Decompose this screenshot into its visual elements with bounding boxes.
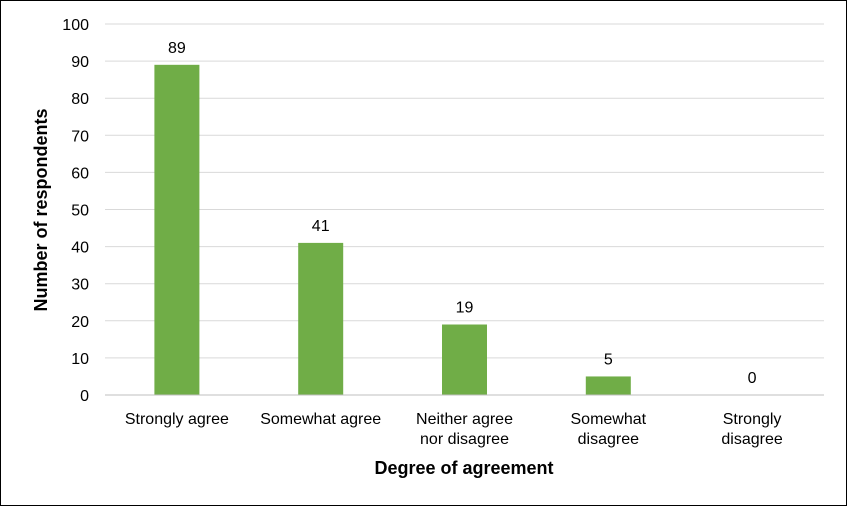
y-tick-label: 40 (71, 240, 89, 257)
data-label: 0 (748, 370, 757, 387)
y-tick-label: 60 (71, 165, 89, 182)
gridlines (105, 23, 824, 359)
x-tick-label: Strongly agree (125, 411, 229, 428)
bar (298, 242, 344, 395)
data-labels: 89 41 19 5 0 (168, 40, 757, 387)
y-tick-label: 80 (71, 91, 89, 108)
x-axis-title: Degree of agreement (374, 458, 553, 478)
data-label: 19 (456, 300, 474, 317)
y-tick-label: 100 (62, 17, 89, 34)
x-axis-ticks: Strongly agree Somewhat agree Neither agre… (125, 411, 783, 448)
y-tick-label: 90 (71, 54, 89, 71)
data-label: 5 (604, 351, 613, 368)
bars (154, 64, 631, 395)
y-axis-title: Number of respondents (31, 108, 51, 311)
bar (154, 64, 200, 395)
y-tick-label: 70 (71, 128, 89, 145)
bar (442, 324, 487, 395)
x-tick-label: Somewhat agree (260, 411, 381, 428)
x-tick-label: Somewhat disagree (571, 411, 647, 448)
data-label: 41 (312, 218, 330, 235)
x-tick-label: Neither agree nor disagree (416, 411, 513, 448)
y-tick-label: 20 (71, 314, 89, 331)
y-tick-label: 10 (71, 351, 89, 368)
y-axis-ticks: 0 10 20 30 40 50 60 70 80 90 100 (62, 17, 89, 405)
bar (585, 376, 631, 395)
y-tick-label: 50 (71, 203, 89, 220)
data-label: 89 (168, 40, 186, 57)
x-tick-label: Strongly disagree (721, 411, 782, 448)
y-tick-label: 0 (80, 388, 89, 405)
y-tick-label: 30 (71, 277, 89, 294)
